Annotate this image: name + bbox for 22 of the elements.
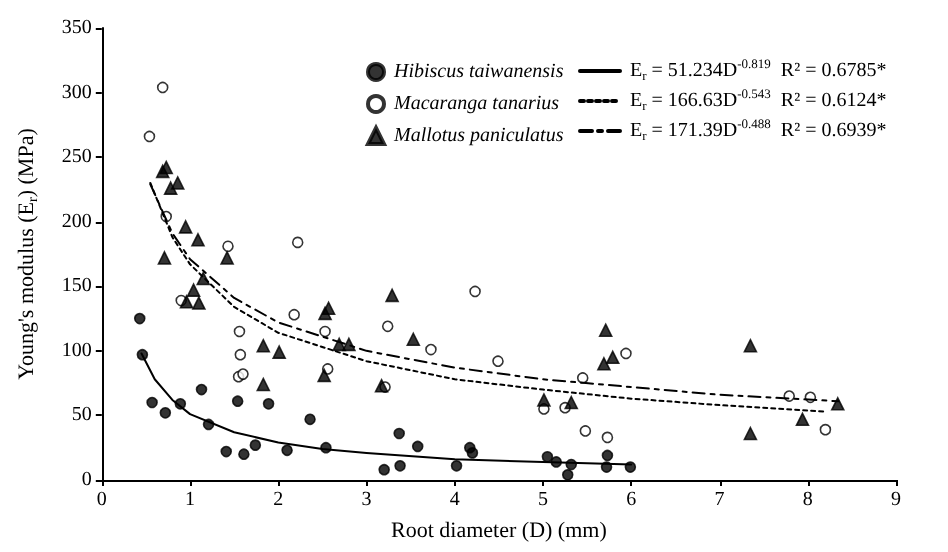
x-tick-label: 1 (185, 489, 196, 511)
legend-label: Hibiscus taiwanensis (392, 61, 564, 83)
x-axis-title: Root diameter (D) (mm) (391, 519, 608, 543)
x-tick-label: 5 (538, 489, 549, 511)
legend-label: Mallotus paniculatus (392, 125, 564, 147)
x-tick-label: 6 (626, 489, 637, 511)
legend-label: Macaranga tanarius (392, 93, 560, 115)
y-tick-label: 300 (61, 81, 92, 104)
y-tick-label: 250 (61, 146, 92, 169)
x-tick-label: 3 (361, 489, 372, 511)
y-tick-label: 150 (61, 275, 92, 298)
x-tick-label: 8 (802, 489, 813, 511)
y-tick-label: 200 (61, 210, 92, 233)
y-tick-label: 350 (61, 17, 92, 39)
y-tick-label: 100 (61, 339, 92, 362)
x-tick-label: 0 (96, 489, 107, 511)
y-tick-label: 50 (71, 404, 92, 427)
y-tick-label: 0 (81, 469, 92, 491)
x-tick-label: 9 (891, 489, 901, 511)
x-tick-label: 2 (273, 489, 284, 511)
x-tick-label: 7 (714, 489, 725, 511)
x-tick-label: 4 (449, 489, 460, 511)
